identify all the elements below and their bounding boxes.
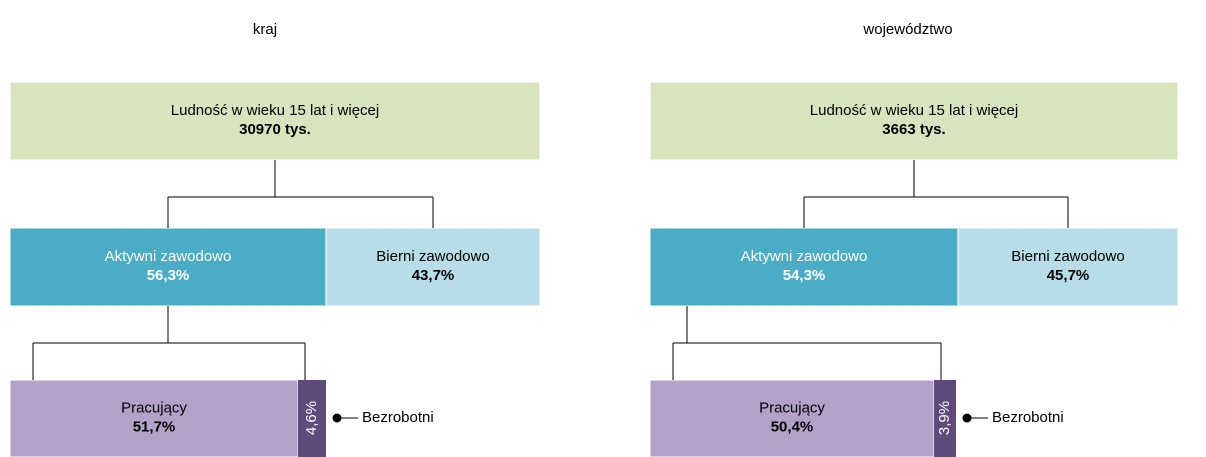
employed-box	[9, 379, 299, 457]
active-box-value: 54,3%	[783, 267, 826, 284]
unemployed-value: 4,6%	[303, 401, 320, 435]
inactive-box-label: Bierni zawodowo	[376, 248, 489, 265]
population-box	[649, 81, 1179, 161]
unemployed-label: Bezrobotni	[362, 409, 434, 426]
population-box-value: 3663 tys.	[882, 121, 945, 138]
population-box	[9, 81, 541, 161]
population-box-label: Ludność w wieku 15 lat i więcej	[171, 102, 379, 119]
unemployed-value: 3,9%	[936, 401, 953, 435]
employed-box-label: Pracujący	[759, 399, 825, 416]
population-box-value: 30970 tys.	[239, 121, 311, 138]
active-box-label: Aktywni zawodowo	[741, 248, 868, 265]
panel-title: kraj	[253, 21, 277, 38]
active-box-value: 56,3%	[147, 267, 190, 284]
unemployed-box	[298, 380, 326, 457]
inactive-box-value: 43,7%	[412, 267, 455, 284]
employed-box-value: 51,7%	[133, 418, 176, 435]
inactive-box-label: Bierni zawodowo	[1011, 248, 1124, 265]
active-box-label: Aktywni zawodowo	[105, 248, 232, 265]
population-box-label: Ludność w wieku 15 lat i więcej	[810, 102, 1018, 119]
inactive-box	[957, 227, 1179, 307]
panel-title: województwo	[862, 21, 952, 38]
inactive-box-value: 45,7%	[1047, 267, 1090, 284]
unemployed-box	[934, 380, 956, 457]
employed-box-label: Pracujący	[121, 399, 187, 416]
unemployed-label: Bezrobotni	[992, 409, 1064, 426]
active-box	[9, 227, 327, 307]
employed-box	[649, 379, 935, 457]
employed-box-value: 50,4%	[771, 418, 814, 435]
